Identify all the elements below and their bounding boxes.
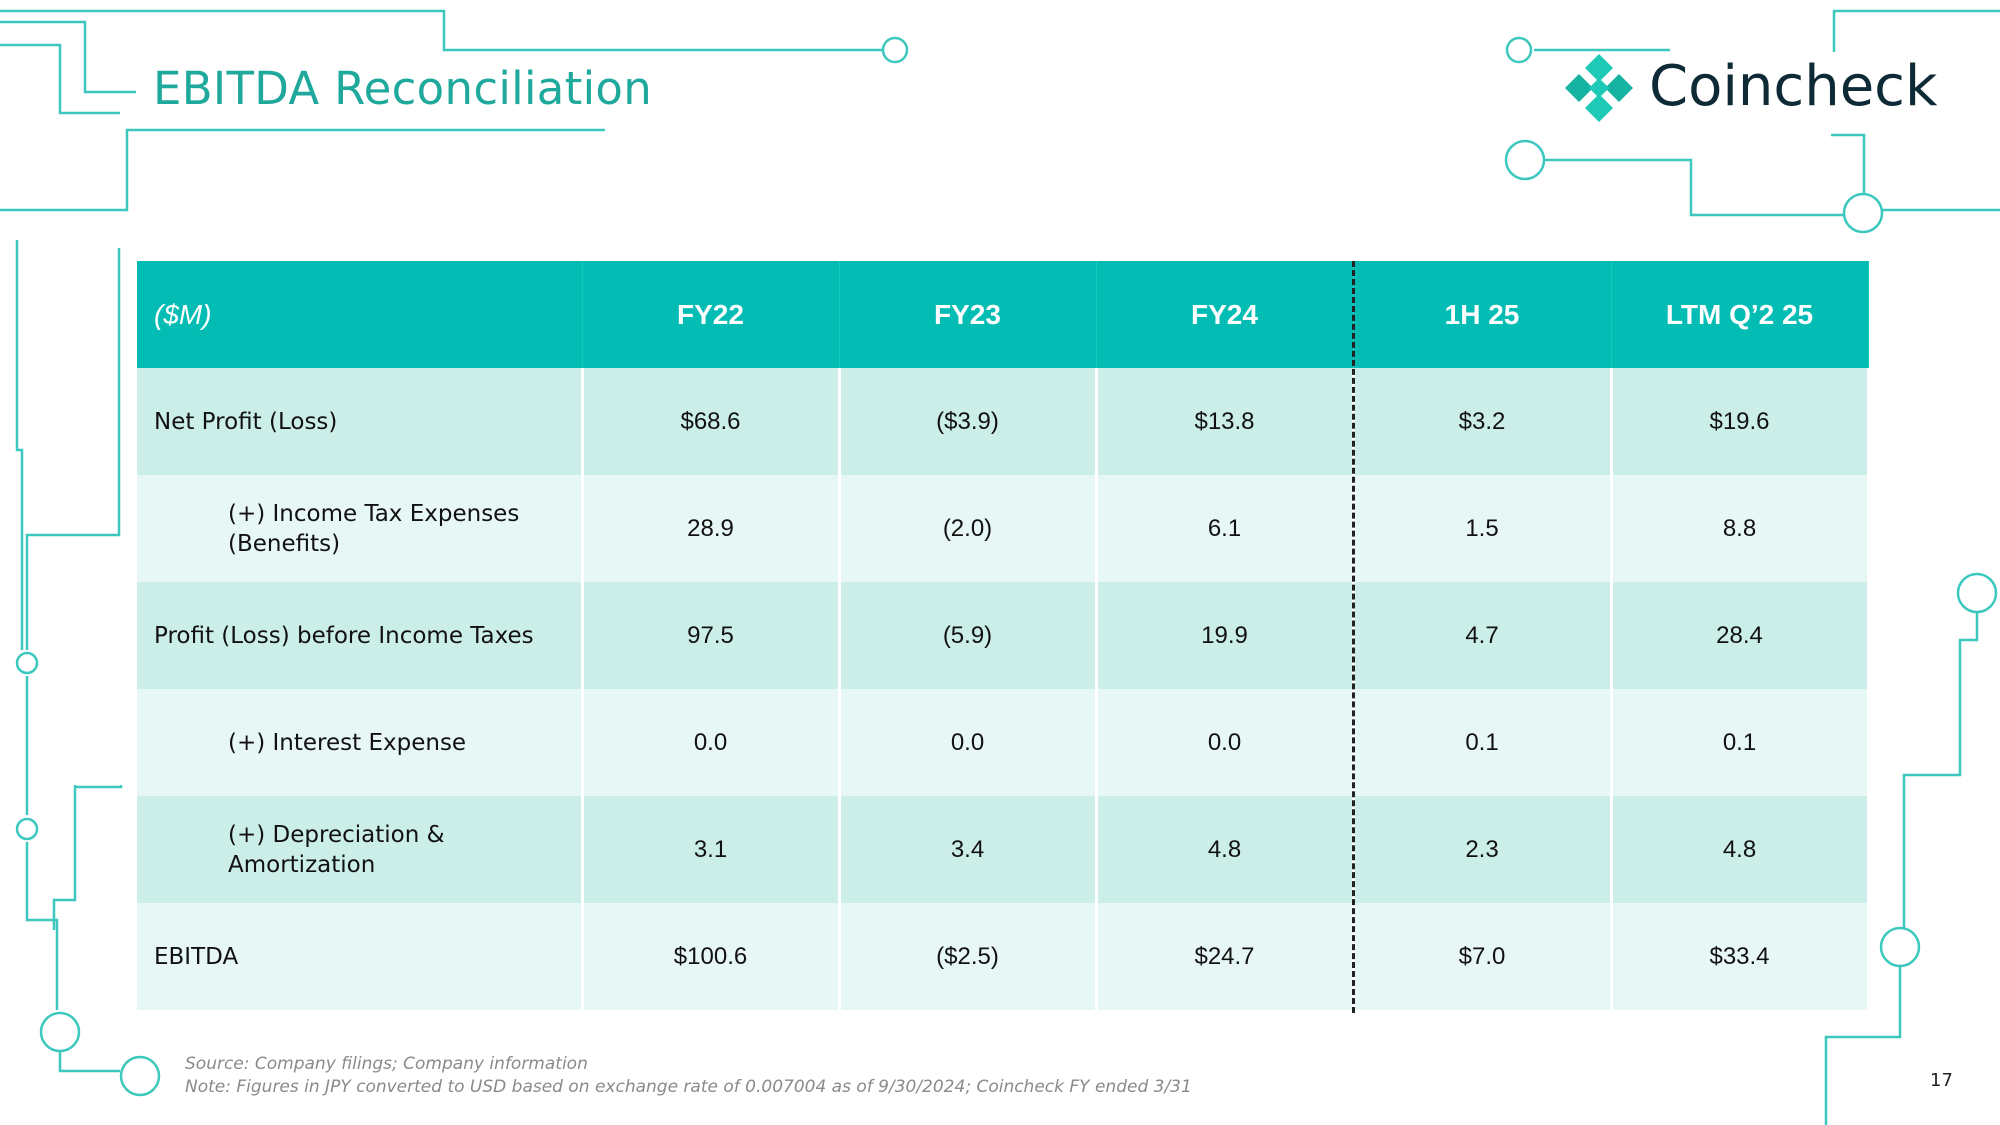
header-fy23: FY23 [839,261,1097,368]
row-label: Net Profit (Loss) [137,368,584,475]
header-fy22: FY22 [582,261,840,368]
source-note: Source: Company filings; Company informa… [185,1054,588,1074]
cell-fy22: $100.6 [582,903,841,1010]
row-label-line: (+) Interest Expense [228,729,467,756]
cell-fy22: 0.0 [582,689,841,796]
table-row: Net Profit (Loss) $68.6 ($3.9) $13.8 $3.… [137,368,1870,475]
cell-ltm: $33.4 [1611,903,1870,1010]
table-header-row: ($M) FY22 FY23 FY24 1H 25 LTM Q’2 25 [137,261,1869,368]
row-label: (+) Interest Expense [137,689,584,796]
page-title: EBITDA Reconciliation [153,62,653,115]
cell-fy22: 97.5 [582,582,841,689]
cell-1h25: 2.3 [1353,796,1613,903]
cell-fy22: $68.6 [582,368,841,475]
cell-1h25: 4.7 [1353,582,1613,689]
cell-1h25: 0.1 [1353,689,1613,796]
header-ltm-q2-25: LTM Q’2 25 [1611,261,1869,368]
row-label-line: EBITDA [154,943,239,970]
row-label-line: (+) Income Tax Expenses [228,500,520,527]
cell-fy23: 0.0 [839,689,1098,796]
cell-1h25: 1.5 [1353,475,1613,582]
logo-wordmark: Coincheck [1649,54,1938,119]
cell-fy24: 6.1 [1096,475,1355,582]
cell-fy22: 3.1 [582,796,841,903]
cell-fy24: 0.0 [1096,689,1355,796]
cell-fy23: ($2.5) [839,903,1098,1010]
table-row: EBITDA $100.6 ($2.5) $24.7 $7.0 $33.4 [137,903,1870,1010]
period-divider [1352,261,1355,1013]
row-label-line: Net Profit (Loss) [154,408,338,435]
table-row: Profit (Loss) before Income Taxes 97.5 (… [137,582,1870,689]
footnotes: Source: Company filings; Company informa… [185,1053,1192,1099]
cell-ltm: $19.6 [1611,368,1870,475]
header-units: ($M) [137,261,583,368]
row-label: Profit (Loss) before Income Taxes [137,582,584,689]
page-number: 17 [1930,1070,1953,1091]
cell-ltm: 28.4 [1611,582,1870,689]
cell-ltm: 4.8 [1611,796,1870,903]
row-label: EBITDA [137,903,584,1010]
cell-1h25: $3.2 [1353,368,1613,475]
coincheck-logo: Coincheck [1563,52,1963,128]
cell-fy23: (5.9) [839,582,1098,689]
table-row: (+) Depreciation & Amortization 3.1 3.4 4… [137,796,1870,903]
row-label: (+) Depreciation & Amortization [137,796,584,903]
row-label: (+) Income Tax Expenses (Benefits) [137,475,584,582]
cell-ltm: 8.8 [1611,475,1870,582]
cell-fy24: 4.8 [1096,796,1355,903]
exchange-rate-note: Note: Figures in JPY converted to USD ba… [185,1077,1192,1097]
table-row: (+) Interest Expense 0.0 0.0 0.0 0.1 0.1 [137,689,1870,796]
row-label-line: Profit (Loss) before Income Taxes [154,622,534,649]
cell-fy24: $13.8 [1096,368,1355,475]
table-row: (+) Income Tax Expenses (Benefits) 28.9 (… [137,475,1870,582]
cell-fy23: (2.0) [839,475,1098,582]
row-label-line: Amortization [228,851,376,878]
row-label-line: (Benefits) [228,530,341,557]
header-1h25: 1H 25 [1353,261,1612,368]
cell-ltm: 0.1 [1611,689,1870,796]
header-fy24: FY24 [1096,261,1354,368]
cell-fy22: 28.9 [582,475,841,582]
ebitda-table: ($M) FY22 FY23 FY24 1H 25 LTM Q’2 25 Net… [137,261,1870,1013]
cell-fy23: ($3.9) [839,368,1098,475]
row-label-line: (+) Depreciation & [228,821,445,848]
cell-1h25: $7.0 [1353,903,1613,1010]
cell-fy24: $24.7 [1096,903,1355,1010]
cell-fy23: 3.4 [839,796,1098,903]
cell-fy24: 19.9 [1096,582,1355,689]
coincheck-diamond-logo-icon [1565,54,1633,122]
